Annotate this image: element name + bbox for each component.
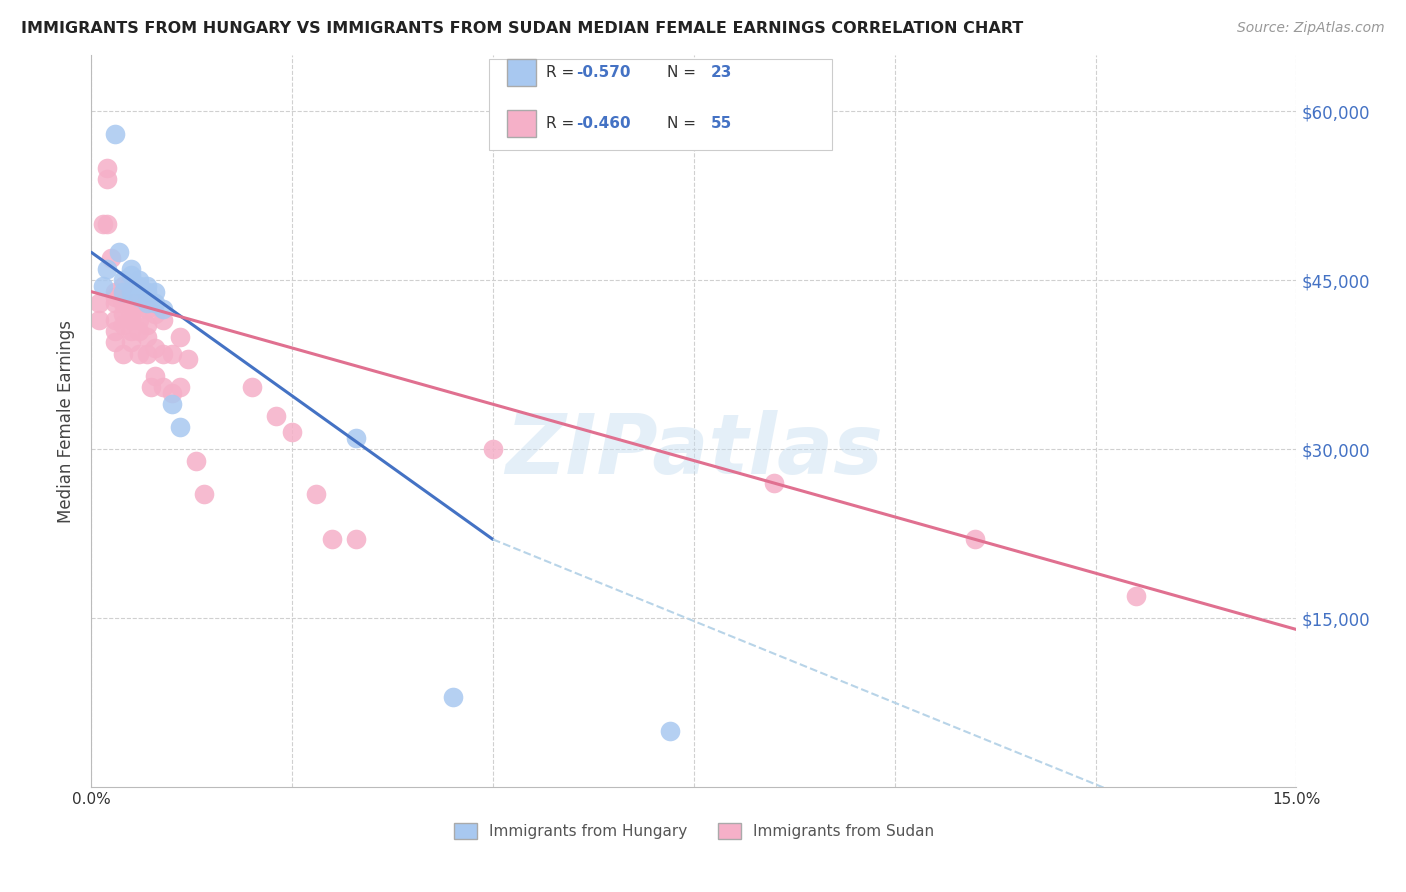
Point xyxy=(112,318,135,333)
Text: N =: N = xyxy=(668,65,702,80)
Point xyxy=(136,346,159,360)
Point xyxy=(136,318,159,333)
Point xyxy=(128,324,150,338)
Point xyxy=(344,431,367,445)
Point xyxy=(128,346,150,360)
Point xyxy=(160,346,183,360)
Point xyxy=(91,217,114,231)
Point xyxy=(169,329,191,343)
Point xyxy=(441,690,464,704)
Point xyxy=(344,533,367,547)
Point xyxy=(120,335,142,350)
Point xyxy=(112,296,135,310)
Point xyxy=(112,273,135,287)
Point xyxy=(1125,589,1147,603)
Point xyxy=(136,296,159,310)
Point xyxy=(96,262,118,277)
Point xyxy=(104,324,127,338)
Point xyxy=(100,251,122,265)
Text: R =: R = xyxy=(547,116,579,130)
Point xyxy=(120,307,142,321)
Point xyxy=(112,307,135,321)
Point xyxy=(658,723,681,738)
Point xyxy=(281,425,304,440)
Point xyxy=(104,296,127,310)
Point xyxy=(128,290,150,304)
Point xyxy=(128,279,150,293)
Point xyxy=(120,285,142,299)
Point xyxy=(136,285,159,299)
Point xyxy=(112,346,135,360)
Y-axis label: Median Female Earnings: Median Female Earnings xyxy=(58,319,75,523)
Text: IMMIGRANTS FROM HUNGARY VS IMMIGRANTS FROM SUDAN MEDIAN FEMALE EARNINGS CORRELAT: IMMIGRANTS FROM HUNGARY VS IMMIGRANTS FR… xyxy=(21,21,1024,36)
Point xyxy=(193,487,215,501)
Point xyxy=(145,369,167,384)
Point xyxy=(145,285,167,299)
Point xyxy=(120,268,142,282)
Point xyxy=(482,442,505,457)
Point xyxy=(89,313,111,327)
Point xyxy=(104,127,127,141)
Point xyxy=(160,397,183,411)
Point xyxy=(184,453,207,467)
Text: 23: 23 xyxy=(710,65,731,80)
Point xyxy=(152,301,174,316)
Point xyxy=(160,386,183,401)
Text: -0.460: -0.460 xyxy=(576,116,631,130)
Point xyxy=(264,409,287,423)
Point xyxy=(169,419,191,434)
Point xyxy=(128,273,150,287)
Point xyxy=(176,352,198,367)
Point xyxy=(112,279,135,293)
Point xyxy=(321,533,343,547)
Text: Source: ZipAtlas.com: Source: ZipAtlas.com xyxy=(1237,21,1385,35)
FancyBboxPatch shape xyxy=(506,59,536,86)
Text: N =: N = xyxy=(668,116,702,130)
Point xyxy=(152,313,174,327)
FancyBboxPatch shape xyxy=(489,59,832,150)
Text: R =: R = xyxy=(547,65,579,80)
Point xyxy=(763,476,786,491)
Point xyxy=(120,313,142,327)
Point xyxy=(104,285,127,299)
Point xyxy=(141,380,163,394)
Point xyxy=(104,335,127,350)
Point xyxy=(128,313,150,327)
Point xyxy=(89,296,111,310)
Point xyxy=(136,329,159,343)
Point xyxy=(96,161,118,175)
Point xyxy=(963,533,986,547)
Point xyxy=(152,380,174,394)
Point xyxy=(240,380,263,394)
Point xyxy=(145,296,167,310)
Point xyxy=(104,290,127,304)
Point xyxy=(169,380,191,394)
Point xyxy=(91,279,114,293)
Point xyxy=(136,301,159,316)
Point xyxy=(104,313,127,327)
Point xyxy=(112,285,135,299)
Point xyxy=(96,217,118,231)
Point xyxy=(120,324,142,338)
Point xyxy=(152,346,174,360)
Point xyxy=(145,307,167,321)
Point xyxy=(305,487,328,501)
Point xyxy=(108,245,131,260)
Text: 55: 55 xyxy=(710,116,731,130)
Text: -0.570: -0.570 xyxy=(576,65,631,80)
Point xyxy=(96,172,118,186)
Point xyxy=(145,341,167,355)
Text: ZIPatlas: ZIPatlas xyxy=(505,410,883,491)
Point xyxy=(128,296,150,310)
Point xyxy=(136,279,159,293)
Legend: Immigrants from Hungary, Immigrants from Sudan: Immigrants from Hungary, Immigrants from… xyxy=(447,817,941,846)
FancyBboxPatch shape xyxy=(506,110,536,136)
Point xyxy=(120,296,142,310)
Point xyxy=(120,262,142,277)
